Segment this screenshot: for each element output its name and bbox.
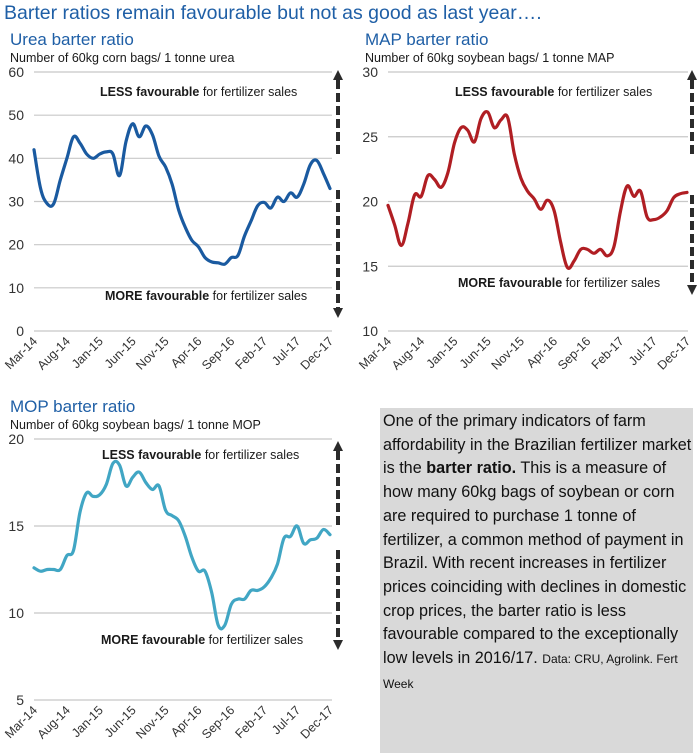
x-tick-label: Nov-15	[489, 334, 527, 372]
arrow-up-icon	[333, 441, 343, 451]
more-favourable-rest: for fertilizer sales	[205, 633, 303, 647]
x-tick-label: Aug-14	[35, 703, 73, 741]
urea-chart: 0 10 20 30 40 50 60 Mar-14Aug-14Jan-15Jun-15Nov…	[2, 64, 343, 373]
x-tick-label: Nov-15	[133, 334, 171, 372]
x-tick-label: Mar-14	[2, 334, 40, 372]
x-tick-label: Jan-15	[69, 334, 106, 371]
x-tick-label: Feb-17	[589, 334, 627, 372]
info-box: One of the primary indicators of farm af…	[380, 408, 693, 753]
more-favourable-rest: for fertilizer sales	[209, 289, 307, 303]
urea-series-line	[32, 122, 332, 266]
map-series-line	[386, 110, 689, 270]
mop-chart-subtitle: Number of 60kg soybean bags/ 1 tonne MOP	[10, 418, 261, 432]
more-favourable-bold: MORE favourable	[458, 276, 562, 290]
info-text-body: This is a measure of how many 60kg bags …	[383, 459, 687, 668]
arrow-up-icon	[333, 70, 343, 80]
map-chart-title: MAP barter ratio	[365, 30, 489, 49]
y-tick-label: 40	[8, 150, 24, 166]
less-favourable-bold: LESS favourable	[100, 85, 199, 99]
y-tick-label: 15	[8, 518, 24, 534]
y-tick-label: 5	[16, 692, 24, 708]
more-favourable-label: MORE favourable for fertilizer sales	[458, 276, 660, 290]
more-favourable-rest: for fertilizer sales	[562, 276, 660, 290]
x-tick-label: Aug-14	[35, 334, 73, 372]
less-favourable-bold: LESS favourable	[102, 448, 201, 462]
less-favourable-rest: for fertilizer sales	[201, 448, 299, 462]
x-tick-label: Dec-17	[298, 703, 336, 741]
y-tick-label: 20	[8, 237, 24, 253]
less-favourable-label: LESS favourable for fertilizer sales	[100, 85, 297, 99]
urea-chart-subtitle: Number of 60kg corn bags/ 1 tonne urea	[10, 51, 235, 65]
y-tick-label: 50	[8, 107, 24, 123]
y-tick-label: 20	[362, 194, 378, 210]
arrow-down-icon	[333, 640, 343, 650]
y-tick-label: 10	[8, 605, 24, 621]
urea-chart-title: Urea barter ratio	[10, 30, 134, 49]
x-tick-label: Sep-16	[199, 334, 237, 372]
y-tick-label: 25	[362, 129, 378, 145]
less-favourable-bold: LESS favourable	[455, 85, 554, 99]
y-tick-label: 20	[8, 431, 24, 447]
less-favourable-label: LESS favourable for fertilizer sales	[102, 448, 299, 462]
x-tick-label: Apr-16	[524, 334, 560, 370]
arrow-down-icon	[687, 285, 697, 295]
x-tick-label: Jan-15	[424, 334, 461, 371]
x-tick-label: Dec-17	[655, 334, 693, 372]
info-text-bold: barter ratio.	[426, 459, 517, 478]
mop-series-line	[32, 459, 332, 631]
arrow-down-icon	[333, 308, 343, 318]
map-chart: 10 15 20 25 30 Mar-14Aug-14Jan-15Jun-15Nov-15…	[356, 64, 697, 373]
y-tick-label: 10	[362, 323, 378, 339]
x-tick-label: Jan-15	[69, 703, 106, 740]
more-favourable-label: MORE favourable for fertilizer sales	[105, 289, 307, 303]
data-source: Data: CRU, Agrolink. Fert Week	[383, 652, 678, 691]
x-tick-label: Nov-15	[133, 703, 171, 741]
x-tick-label: Mar-14	[356, 334, 394, 372]
y-tick-label: 10	[8, 280, 24, 296]
y-tick-label: 60	[8, 64, 24, 80]
x-tick-label: Feb-17	[232, 334, 270, 372]
y-tick-label: 0	[16, 323, 24, 339]
more-favourable-bold: MORE favourable	[105, 289, 209, 303]
y-tick-label: 30	[8, 194, 24, 210]
mop-chart-title: MOP barter ratio	[10, 397, 136, 416]
more-favourable-bold: MORE favourable	[101, 633, 205, 647]
less-favourable-label: LESS favourable for fertilizer sales	[455, 85, 652, 99]
info-text-intro: One of the primary indicators of farm af…	[383, 412, 692, 478]
x-tick-label: Feb-17	[232, 703, 270, 741]
arrow-up-icon	[687, 70, 697, 80]
x-tick-label: Sep-16	[199, 703, 237, 741]
y-tick-label: 30	[362, 64, 378, 80]
x-tick-label: Jun-15	[102, 334, 139, 371]
less-favourable-rest: for fertilizer sales	[554, 85, 652, 99]
x-tick-label: Aug-14	[389, 334, 427, 372]
map-chart-subtitle: Number of 60kg soybean bags/ 1 tonne MAP	[365, 51, 615, 65]
info-text: One of the primary indicators of farm af…	[383, 410, 693, 696]
y-tick-label: 15	[362, 258, 378, 274]
x-tick-label: Dec-17	[298, 334, 336, 372]
x-tick-label: Apr-16	[168, 334, 204, 370]
less-favourable-rest: for fertilizer sales	[199, 85, 297, 99]
x-tick-label: Jun-15	[102, 703, 139, 740]
x-tick-label: Sep-16	[555, 334, 593, 372]
x-tick-label: Apr-16	[168, 703, 204, 739]
x-tick-label: Mar-14	[2, 703, 40, 741]
x-tick-label: Jun-15	[457, 334, 494, 371]
mop-chart: 5 10 15 20 Mar-14Aug-14Jan-15Jun-15Nov-15Apr…	[2, 431, 343, 742]
more-favourable-label: MORE favourable for fertilizer sales	[101, 633, 303, 647]
page-title: Barter ratios remain favourable but not …	[4, 2, 542, 24]
